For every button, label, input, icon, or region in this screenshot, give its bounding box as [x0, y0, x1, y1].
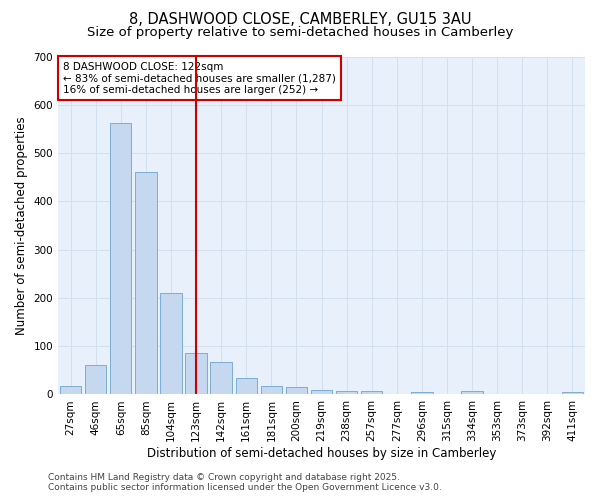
Bar [135, 172, 157, 394]
Bar [60, 386, 81, 394]
Bar [260, 386, 282, 394]
Bar [411, 392, 433, 394]
Bar [336, 390, 357, 394]
Bar [85, 364, 106, 394]
Bar [311, 390, 332, 394]
Bar [286, 387, 307, 394]
Text: Size of property relative to semi-detached houses in Camberley: Size of property relative to semi-detach… [87, 26, 513, 39]
X-axis label: Distribution of semi-detached houses by size in Camberley: Distribution of semi-detached houses by … [147, 447, 496, 460]
Text: Contains HM Land Registry data © Crown copyright and database right 2025.
Contai: Contains HM Land Registry data © Crown c… [48, 473, 442, 492]
Y-axis label: Number of semi-detached properties: Number of semi-detached properties [15, 116, 28, 335]
Bar [361, 391, 382, 394]
Text: 8 DASHWOOD CLOSE: 122sqm
← 83% of semi-detached houses are smaller (1,287)
16% o: 8 DASHWOOD CLOSE: 122sqm ← 83% of semi-d… [64, 62, 336, 95]
Bar [562, 392, 583, 394]
Text: 8, DASHWOOD CLOSE, CAMBERLEY, GU15 3AU: 8, DASHWOOD CLOSE, CAMBERLEY, GU15 3AU [129, 12, 471, 28]
Bar [160, 293, 182, 394]
Bar [110, 122, 131, 394]
Bar [461, 391, 483, 394]
Bar [236, 378, 257, 394]
Bar [185, 354, 207, 395]
Bar [211, 362, 232, 394]
